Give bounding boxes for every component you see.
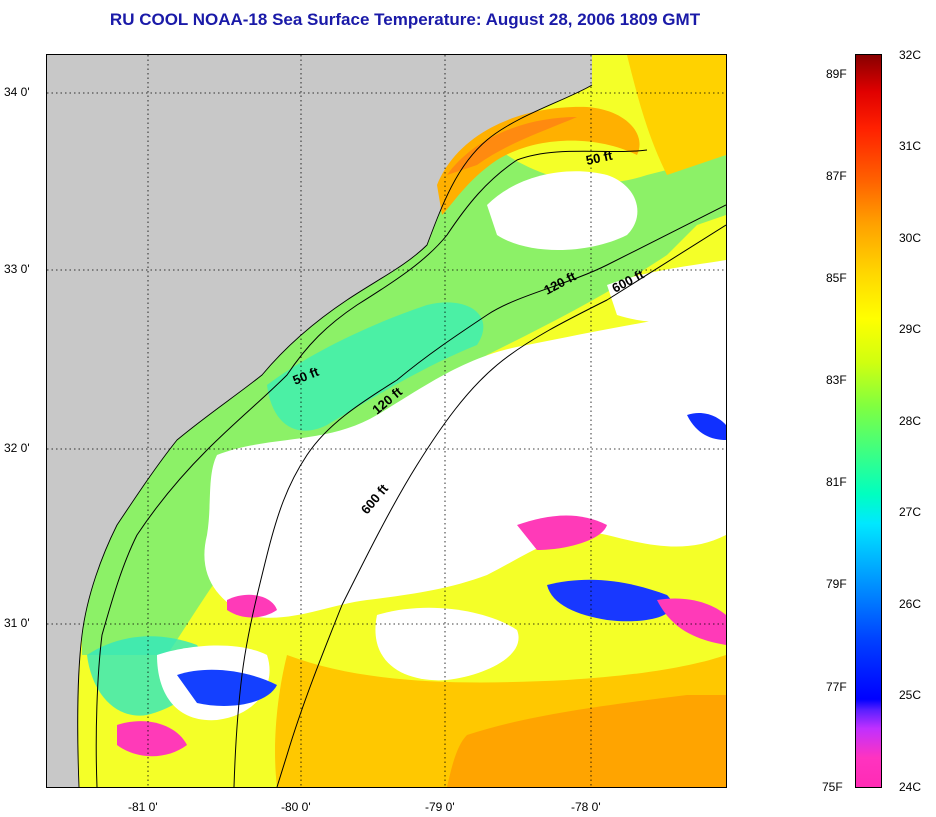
sst-map-canvas: 50 ft 50 ft 120 ft 120 ft 600 ft 600 ft (47, 55, 726, 787)
colorbar-label-81f: 81F (826, 475, 847, 489)
cloud-mask-main (204, 310, 726, 618)
southern-warm-core (447, 695, 726, 787)
lon-label-81: -81 0' (128, 800, 158, 814)
warm-bight (437, 106, 640, 215)
colorbar-label-27c: 27C (899, 505, 922, 519)
mid-shelf-cyan (267, 302, 484, 431)
colorbar-label-32c: 32C (899, 48, 922, 62)
lon-label-78: -78 0' (571, 800, 601, 814)
colorbar-label-26c: 26C (899, 597, 922, 611)
cloud-mask-north (487, 171, 638, 250)
colorbar-label-85f: 85F (826, 271, 847, 285)
sst-map[interactable]: 50 ft 50 ft 120 ft 120 ft 600 ft 600 ft (46, 54, 727, 788)
colorbar-label-83f: 83F (826, 373, 847, 387)
land-region (47, 55, 592, 787)
isobath-50ft (95, 149, 648, 787)
cloud-mask-northeast (607, 260, 726, 323)
isobath-600ft (276, 224, 726, 787)
cold-band-southwest-blue (177, 669, 277, 706)
lat-label-33: 33 0' (4, 262, 30, 276)
colorbar-label-24c: 24C (899, 780, 922, 794)
graticule (47, 55, 726, 787)
cold-band-southwest (117, 721, 187, 757)
cold-band-south-pink (657, 598, 726, 645)
warm-bight-core (447, 117, 577, 175)
colorbar-label-29c: 29C (899, 322, 922, 336)
cold-band-east (687, 413, 726, 440)
lat-label-31: 31 0' (4, 616, 30, 630)
isobath-label-50ft-north: 50 ft (585, 148, 615, 168)
cold-band-south (517, 515, 607, 550)
lat-label-34: 34 0' (4, 85, 30, 99)
temperature-colorbar (855, 54, 882, 788)
lon-label-79: -79 0' (425, 800, 455, 814)
colorbar-label-75f: 75F (822, 780, 843, 794)
cloud-mask-south (375, 607, 519, 681)
lat-label-32: 32 0' (4, 441, 30, 455)
top-right-warm (627, 55, 726, 175)
isobath-120ft (233, 204, 726, 787)
colorbar-label-30c: 30C (899, 231, 922, 245)
colorbar-label-87f: 87F (826, 169, 847, 183)
colorbar-label-79f: 79F (826, 577, 847, 591)
map-title: RU COOL NOAA-18 Sea Surface Temperature:… (109, 10, 701, 29)
colorbar-label-31c: 31C (899, 139, 922, 153)
colorbar-label-89f: 89F (826, 67, 847, 81)
coastline (77, 84, 593, 787)
colorbar-label-25c: 25C (899, 688, 922, 702)
lon-label-80: -80 0' (281, 800, 311, 814)
cold-band-south-blue (547, 579, 673, 622)
colorbar-label-28c: 28C (899, 414, 922, 428)
colorbar-label-77f: 77F (826, 680, 847, 694)
cold-band-mid (227, 594, 277, 618)
